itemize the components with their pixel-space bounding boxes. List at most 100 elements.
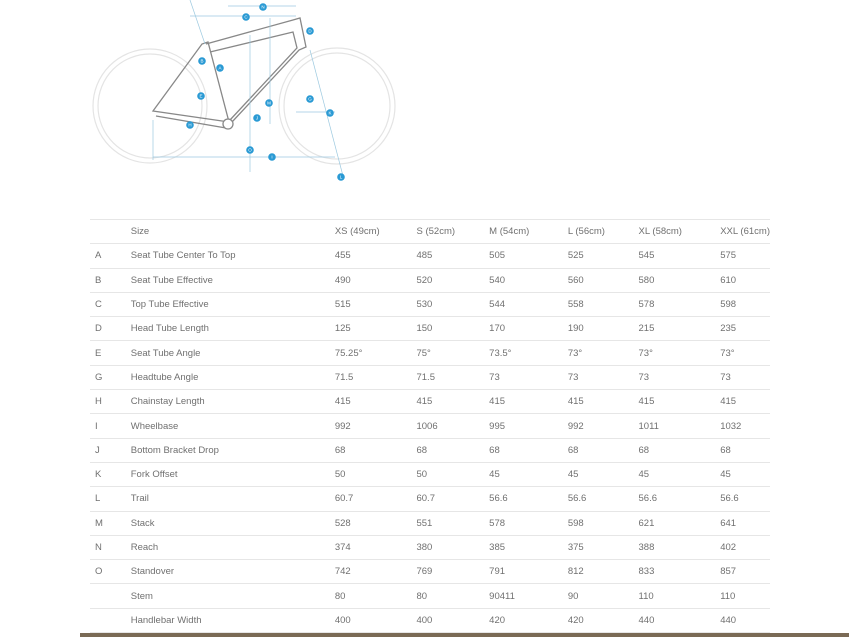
table-row: Handlebar Width 400 400 420 420 440 440 xyxy=(90,607,770,634)
marker-label: E xyxy=(199,94,202,99)
table-row: D Head Tube Length 125 150 170 190 215 235 xyxy=(90,316,770,341)
size-value: 540 xyxy=(489,267,568,293)
size-value: 71.5 xyxy=(334,364,417,390)
marker-label: J xyxy=(256,116,258,121)
dimension-name: Standover xyxy=(130,559,335,584)
size-value: 73° xyxy=(638,340,721,366)
dimension-name: Chainstay Length xyxy=(130,389,335,414)
size-value: 575 xyxy=(720,243,770,269)
size-value: 45 xyxy=(567,461,639,487)
size-value: 440 xyxy=(638,607,721,634)
size-value: 1006 xyxy=(416,413,490,439)
wheels xyxy=(92,47,396,165)
size-value: XL (58cm) xyxy=(638,218,721,244)
marker-j-icon xyxy=(253,114,261,122)
size-value: 415 xyxy=(638,389,721,414)
dimension-letter: D xyxy=(90,316,131,341)
size-value: 68 xyxy=(567,437,639,463)
marker-label: B xyxy=(200,59,203,64)
size-value: 125 xyxy=(334,316,417,341)
size-value: 385 xyxy=(489,534,568,560)
size-value: S (52cm) xyxy=(416,218,490,244)
size-value: 73 xyxy=(638,364,721,390)
size-value: 380 xyxy=(416,534,490,560)
table-row: H Chainstay Length 415 415 415 415 415 415 xyxy=(90,389,770,414)
dimension-letter xyxy=(90,218,131,244)
size-value: 833 xyxy=(638,559,721,584)
size-value: 73.5° xyxy=(489,340,568,366)
size-value: 56.6 xyxy=(720,486,770,512)
size-value: 73 xyxy=(720,364,770,390)
dimension-name: Headtube Angle xyxy=(130,364,335,390)
size-value: 110 xyxy=(638,583,721,609)
marker-i-icon xyxy=(268,153,276,161)
size-value: 530 xyxy=(416,291,490,317)
dimension-letter xyxy=(90,583,131,609)
size-value: 420 xyxy=(489,607,568,634)
dimension-letter: C xyxy=(90,291,131,317)
size-value: 215 xyxy=(638,316,721,341)
size-value: 415 xyxy=(416,389,490,414)
size-value: 641 xyxy=(720,510,770,536)
size-value: 45 xyxy=(720,461,770,487)
size-value: 400 xyxy=(334,607,417,634)
size-value: 490 xyxy=(334,267,417,293)
dimension-name: Stem xyxy=(130,583,335,609)
size-value: 415 xyxy=(334,389,417,414)
size-value: 56.6 xyxy=(489,486,568,512)
size-value: 598 xyxy=(720,291,770,317)
size-value: 578 xyxy=(489,510,568,536)
size-value: 170 xyxy=(489,316,568,341)
table-row: J Bottom Bracket Drop 68 68 68 68 68 68 xyxy=(90,437,770,463)
size-value: 525 xyxy=(567,243,639,269)
size-value: 420 xyxy=(567,607,639,634)
size-value: 415 xyxy=(489,389,568,414)
size-value: 400 xyxy=(416,607,490,634)
size-value: 742 xyxy=(334,559,417,584)
size-value: 610 xyxy=(720,267,770,293)
table-row: K Fork Offset 50 50 45 45 45 45 xyxy=(90,461,770,487)
table-row: G Headtube Angle 71.5 71.5 73 73 73 73 xyxy=(90,364,770,390)
size-value: 415 xyxy=(720,389,770,414)
size-value: 150 xyxy=(416,316,490,341)
dimension-name: Top Tube Effective xyxy=(130,291,335,317)
size-value: 791 xyxy=(489,559,568,584)
size-value: 90 xyxy=(567,583,639,609)
size-value: 80 xyxy=(416,583,490,609)
size-value: 374 xyxy=(334,534,417,560)
size-value: 68 xyxy=(720,437,770,463)
size-value: 992 xyxy=(567,413,639,439)
table-row: B Seat Tube Effective 490 520 540 560 580 610 xyxy=(90,267,770,293)
size-value: M (54cm) xyxy=(489,218,568,244)
size-value: 50 xyxy=(416,461,490,487)
table-header-row: Size XS (49cm) S (52cm) M (54cm) L (56cm) XL … xyxy=(90,218,770,244)
table-row: N Reach 374 380 385 375 388 402 xyxy=(90,534,770,560)
marker-m-icon xyxy=(265,99,273,107)
size-value: 75° xyxy=(416,340,490,366)
size-value: 75.25° xyxy=(334,340,417,366)
size-value: 415 xyxy=(567,389,639,414)
marker-e-icon xyxy=(197,92,205,100)
dimension-name: Seat Tube Effective xyxy=(130,267,335,293)
size-value: 1011 xyxy=(638,413,721,439)
dimension-name: Fork Offset xyxy=(130,461,335,487)
size-value: 50 xyxy=(334,461,417,487)
size-value: XXL (61cm) xyxy=(720,218,770,244)
table-row: M Stack 528 551 578 598 621 641 xyxy=(90,510,770,536)
dimension-letter: M xyxy=(90,510,131,536)
dimension-name: Reach xyxy=(130,534,335,560)
marker-label: O xyxy=(248,148,252,153)
size-value: 68 xyxy=(334,437,417,463)
marker-h-icon xyxy=(186,121,194,129)
marker-label: N xyxy=(261,5,264,10)
dimension-letter xyxy=(90,607,131,634)
rear-wheel xyxy=(92,48,208,164)
dimension-letter: L xyxy=(90,486,131,512)
size-value: 580 xyxy=(638,267,721,293)
table-row: I Wheelbase 992 1006 995 992 1011 1032 xyxy=(90,413,770,439)
dimension-name: Wheelbase xyxy=(130,413,335,439)
dimension-letter: J xyxy=(90,437,131,463)
dimension-name: Trail xyxy=(130,486,335,512)
marker-label: H xyxy=(188,123,191,128)
size-value: 560 xyxy=(567,267,639,293)
